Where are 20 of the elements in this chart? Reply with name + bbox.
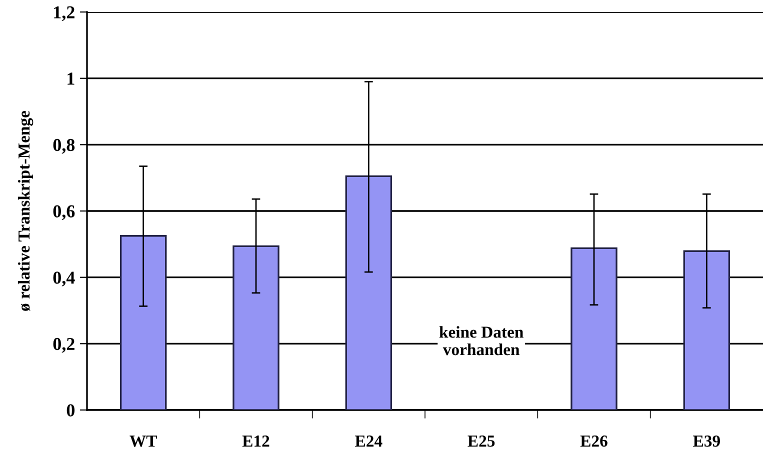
bar — [120, 235, 167, 410]
y-tick-label: 0,2 — [53, 338, 74, 353]
bar — [570, 247, 618, 410]
bar — [683, 250, 730, 410]
bar — [232, 245, 280, 410]
y-tick-label: 0 — [66, 404, 75, 416]
x-tick-label: E25 — [468, 436, 495, 447]
x-tick-label: WT — [130, 436, 157, 447]
y-tick-label: 1,2 — [54, 6, 74, 22]
y-tick-label: 0,6 — [53, 205, 75, 220]
bar — [345, 175, 392, 410]
y-tick-label: 1 — [68, 72, 74, 85]
x-tick-label: E39 — [693, 436, 720, 447]
y-tick-label: 0,4 — [53, 272, 75, 286]
y-axis-title: ø relative Transkript-Menge — [18, 110, 34, 311]
x-tick-label: E24 — [355, 436, 382, 447]
y-tick-label: 0,8 — [53, 138, 75, 154]
x-tick-label: E12 — [242, 436, 270, 447]
annotation: keine Daten vorhanden — [439, 326, 524, 356]
x-tick-label: E26 — [580, 436, 608, 447]
